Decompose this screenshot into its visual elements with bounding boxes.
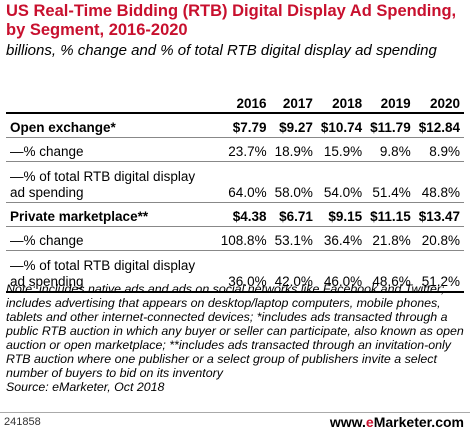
source-text: Source: eMarketer, Oct 2018 — [6, 380, 165, 394]
row-label: —% of total RTB digital display ad spend… — [6, 250, 217, 293]
note-text: Note: includes native ads and ads on soc… — [6, 282, 464, 380]
row-label: —% change — [6, 226, 217, 251]
table-row: —% change 108.8% 53.1% 36.4% 21.8% 20.8% — [6, 226, 464, 251]
cell-value: 9.8% — [366, 137, 415, 162]
cell-value: 42.0% — [270, 250, 317, 293]
col-header: 2018 — [316, 86, 367, 114]
cell-value: $13.47 — [414, 202, 464, 227]
cell-value: 8.9% — [414, 137, 464, 162]
emarketer-logo[interactable]: www.eMarketer.com — [330, 414, 464, 430]
cell-value: 23.7% — [216, 137, 271, 162]
header-row: 2016 2017 2018 2019 2020 — [6, 86, 464, 114]
cell-value: 21.8% — [366, 226, 415, 251]
cell-value: $9.27 — [270, 113, 317, 138]
cell-value: 58.0% — [270, 161, 317, 203]
row-label: Open exchange* — [6, 113, 217, 138]
cell-value: 64.0% — [216, 161, 271, 203]
table-row: Open exchange* $7.79 $9.27 $10.74 $11.79… — [6, 113, 464, 138]
cell-value: 51.2% — [414, 250, 464, 293]
brand-rest: Marketer.com — [373, 414, 464, 430]
cell-value: 108.8% — [216, 226, 271, 251]
brand-e: e — [365, 414, 374, 430]
col-header: 2020 — [414, 86, 464, 114]
cell-value: 53.1% — [270, 226, 317, 251]
chart-title: US Real-Time Bidding (RTB) Digital Displ… — [6, 2, 457, 39]
col-header: 2019 — [366, 86, 415, 114]
cell-value: $4.38 — [216, 202, 271, 227]
col-header: 2016 — [216, 86, 271, 114]
cell-value: 46.0% — [316, 250, 367, 293]
data-table: 2016 2017 2018 2019 2020 Open exchange* … — [6, 86, 464, 293]
cell-value: 54.0% — [316, 161, 367, 203]
cell-value: 48.6% — [366, 250, 415, 293]
footnote: Note: includes native ads and ads on soc… — [6, 282, 464, 394]
cell-value: $12.84 — [414, 113, 464, 138]
row-label: —% of total RTB digital display ad spend… — [6, 161, 217, 203]
row-label: Private marketplace** — [6, 202, 217, 227]
cell-value: 15.9% — [316, 137, 367, 162]
row-label: —% change — [6, 137, 217, 162]
cell-value: 48.8% — [414, 161, 464, 203]
brand-prefix: www. — [329, 414, 366, 430]
cell-value: $9.15 — [316, 202, 367, 227]
cell-value: 36.0% — [216, 250, 271, 293]
cell-value: $10.74 — [316, 113, 367, 138]
cell-value: 36.4% — [316, 226, 367, 251]
cell-value: 20.8% — [414, 226, 464, 251]
cell-value: $6.71 — [270, 202, 317, 227]
header-corner — [6, 86, 217, 114]
col-header: 2017 — [270, 86, 317, 114]
chart-subtitle: billions, % change and % of total RTB di… — [6, 42, 437, 59]
cell-value: $7.79 — [216, 113, 271, 138]
chart-id: 241858 — [4, 416, 41, 428]
cell-value: $11.15 — [366, 202, 415, 227]
table-row: —% of total RTB digital display ad spend… — [6, 250, 464, 293]
footer-bar: 241858 www.eMarketer.com — [0, 412, 470, 433]
table-row: Private marketplace** $4.38 $6.71 $9.15 … — [6, 202, 464, 227]
cell-value: 18.9% — [270, 137, 317, 162]
table-row: —% change 23.7% 18.9% 15.9% 9.8% 8.9% — [6, 137, 464, 162]
cell-value: $11.79 — [366, 113, 415, 138]
table-row: —% of total RTB digital display ad spend… — [6, 161, 464, 203]
cell-value: 51.4% — [366, 161, 415, 203]
